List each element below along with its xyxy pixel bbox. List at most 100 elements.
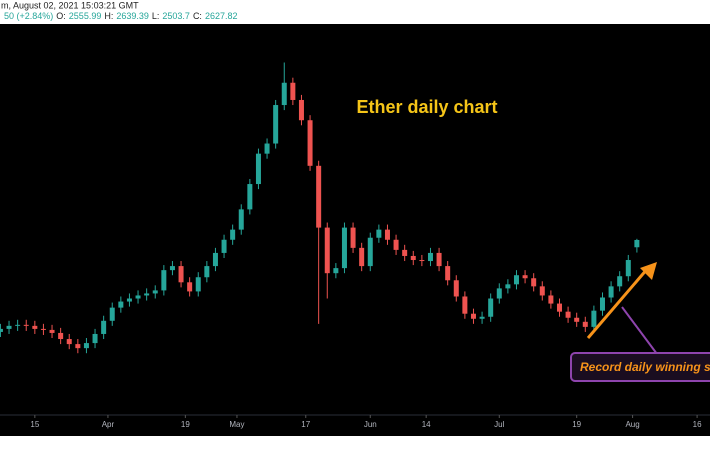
candle-body	[40, 328, 46, 330]
x-tick-label: 16	[693, 420, 702, 429]
candle-body	[195, 277, 201, 292]
header-field: O:	[56, 11, 66, 21]
callout-text: Record daily winning s	[580, 360, 710, 374]
candle-body	[341, 227, 347, 269]
timestamp: m, August 02, 2021 15:03:21 GMT	[1, 0, 139, 10]
arrow-head	[640, 262, 657, 280]
candle-body	[453, 280, 459, 297]
candle-body	[144, 293, 150, 296]
candle-body	[496, 288, 502, 299]
candle-body	[238, 209, 244, 230]
candle-body	[23, 324, 29, 326]
candle-body	[316, 165, 322, 228]
candle-body	[384, 229, 390, 240]
candle-body	[0, 328, 3, 332]
candle-body	[169, 266, 175, 271]
candle-body	[367, 237, 373, 267]
candle-body	[204, 266, 210, 278]
ohlc-line: 50 (+2.84%) O: 2555.99 H: 2639.39 L: 2503.7 C: 2…	[4, 11, 237, 21]
candle-body	[617, 276, 623, 287]
candle-body	[419, 260, 425, 262]
header-field: 50 (+2.84%)	[4, 11, 53, 21]
candle-body	[591, 310, 597, 327]
candle-body	[126, 298, 132, 302]
header-field: L:	[152, 11, 160, 21]
x-tick-label: 17	[301, 420, 310, 429]
candles	[0, 62, 640, 354]
x-tick-label: Jun	[364, 420, 377, 429]
candle-body	[247, 184, 253, 210]
candle-body	[264, 143, 270, 154]
candle-body	[479, 316, 485, 319]
annotation-title: Ether daily chart	[356, 97, 497, 117]
header-bg	[0, 0, 710, 24]
candle-body	[625, 260, 631, 277]
candle-body	[187, 282, 193, 292]
candle-body	[75, 344, 81, 349]
candle-body	[565, 311, 571, 318]
header-field: C:	[193, 11, 202, 21]
candle-body	[58, 332, 64, 340]
trend-arrow	[586, 267, 650, 339]
candle-body	[462, 296, 468, 314]
candle-body	[290, 82, 296, 100]
x-tick-label: 14	[422, 420, 431, 429]
candle-body	[582, 321, 588, 327]
candle-body	[333, 268, 339, 274]
callout-box	[570, 352, 710, 382]
x-tick-label: May	[229, 420, 244, 429]
candle-body	[49, 329, 55, 333]
candle-body	[109, 307, 115, 321]
x-tick-label: Jul	[494, 420, 504, 429]
candle-body	[152, 290, 158, 294]
candle-body	[307, 120, 313, 166]
candle-body	[445, 266, 451, 281]
candle-body	[436, 252, 442, 267]
candle-body	[599, 297, 605, 311]
candle-body	[6, 325, 12, 329]
candle-body	[324, 227, 330, 274]
candle-body	[32, 325, 38, 329]
header-field: 2503.7	[162, 11, 190, 21]
candle-body	[101, 320, 107, 334]
candle-body	[212, 252, 218, 267]
candle-body	[608, 286, 614, 298]
candle-body	[505, 284, 511, 289]
footer-bg	[0, 436, 710, 458]
candle-body	[410, 255, 416, 261]
candle-body	[281, 82, 287, 106]
candle-body	[470, 313, 476, 319]
candle-body	[393, 239, 399, 250]
header-field: H:	[104, 11, 113, 21]
candle-body	[402, 249, 408, 256]
candle-body	[221, 239, 227, 253]
candle-body	[135, 295, 141, 299]
header-field: 2639.39	[116, 11, 149, 21]
candle-body	[118, 301, 124, 308]
x-tick-label: 19	[572, 420, 581, 429]
candle-body	[298, 99, 304, 121]
candle-body	[634, 239, 640, 248]
candle-body	[531, 278, 537, 287]
candle-body	[488, 298, 494, 317]
candle-body	[161, 270, 167, 291]
candle-body	[522, 275, 528, 279]
candle-body	[92, 333, 98, 344]
candle-body	[539, 286, 545, 296]
candle-body	[15, 324, 21, 326]
candle-body	[548, 295, 554, 304]
candle-body	[427, 252, 433, 262]
callout-pointer	[621, 306, 658, 355]
candle-body	[359, 247, 365, 267]
candle-body	[574, 317, 580, 322]
candle-body	[556, 303, 562, 312]
x-tick-label: Apr	[102, 420, 115, 429]
x-tick-label: Aug	[625, 420, 639, 429]
candle-body	[255, 153, 261, 185]
candle-body	[513, 275, 519, 285]
x-tick-label: 15	[30, 420, 39, 429]
candle-body	[230, 229, 236, 240]
header-field: 2555.99	[69, 11, 102, 21]
